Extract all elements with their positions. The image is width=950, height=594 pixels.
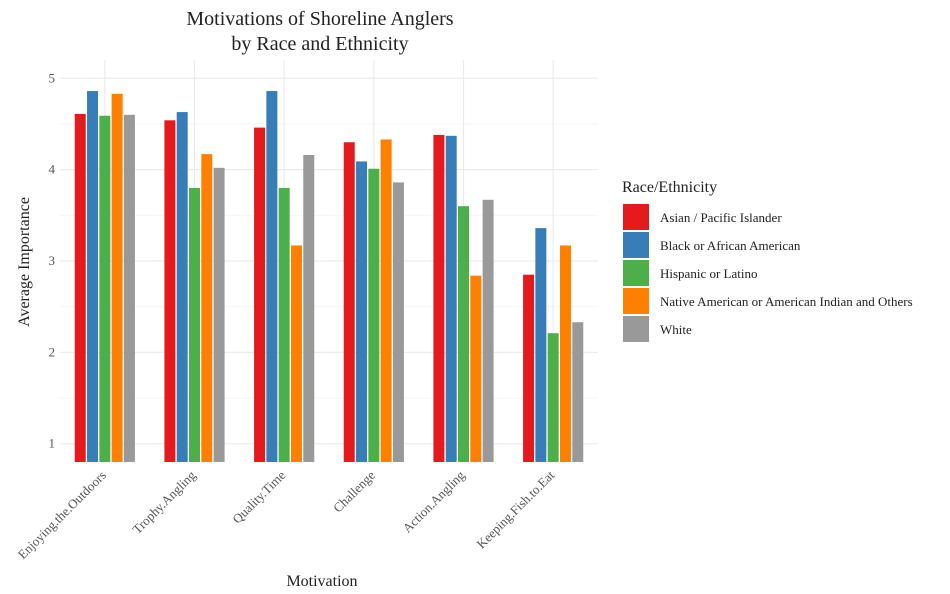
bar xyxy=(368,168,380,463)
x-tick-label: Action.Angling xyxy=(400,467,468,535)
bar xyxy=(380,139,392,462)
bar xyxy=(458,206,469,462)
legend-swatch xyxy=(623,260,649,286)
bar xyxy=(164,120,176,463)
bar xyxy=(547,333,559,462)
legend-label: Black or African American xyxy=(660,238,801,253)
legend-swatch xyxy=(623,232,649,258)
bar xyxy=(213,167,225,463)
bar xyxy=(343,142,355,462)
y-tick-label: 1 xyxy=(49,436,56,451)
legend-swatch xyxy=(623,204,649,230)
bars xyxy=(74,91,584,463)
legend: Race/Ethnicity Asian / Pacific Islander B… xyxy=(622,179,913,342)
x-tick-label: Enjoying.the.Outdoors xyxy=(15,468,109,562)
x-tick-label: Challenge xyxy=(330,467,378,515)
bar xyxy=(572,322,584,462)
legend-label: Asian / Pacific Islander xyxy=(660,210,782,225)
legend-label: White xyxy=(660,322,692,337)
x-tick-label: Quality.Time xyxy=(229,467,288,526)
legend-swatch xyxy=(623,288,649,314)
legend-items: Asian / Pacific Islander Black or African… xyxy=(623,204,913,342)
bar xyxy=(482,199,494,462)
bar xyxy=(290,245,302,462)
bar xyxy=(470,275,482,462)
chart-title-line-2: by Race and Ethnicity xyxy=(231,33,408,55)
bar xyxy=(392,182,404,462)
y-tick-label: 5 xyxy=(49,70,56,85)
bar xyxy=(111,93,123,463)
bar xyxy=(433,134,445,462)
bar xyxy=(523,274,535,462)
bar xyxy=(176,112,188,462)
legend-title: Race/Ethnicity xyxy=(622,179,717,196)
bar xyxy=(445,135,457,462)
bar xyxy=(74,113,86,463)
bar xyxy=(87,91,99,463)
x-axis-title: Motivation xyxy=(286,573,357,590)
bar xyxy=(123,114,135,463)
bar xyxy=(303,155,315,462)
legend-label: Hispanic or Latino xyxy=(660,266,757,281)
bar xyxy=(266,91,278,463)
y-axis-title: Average Importance xyxy=(16,197,33,327)
legend-swatch xyxy=(623,316,649,342)
bar xyxy=(535,228,547,462)
x-axis-ticks: Enjoying.the.Outdoors Trophy.Angling Quali… xyxy=(15,467,558,562)
bar xyxy=(201,154,213,462)
y-tick-label: 4 xyxy=(49,162,56,177)
y-tick-label: 3 xyxy=(49,253,56,268)
x-tick-label: Keeping.Fish.to.Eat xyxy=(473,467,557,551)
bar xyxy=(189,187,200,462)
chart-title-line-1: Motivations of Shoreline Anglers xyxy=(186,8,453,30)
legend-label: Native American or American Indian and O… xyxy=(660,294,913,309)
bar xyxy=(356,161,368,462)
x-tick-label: Trophy.Angling xyxy=(129,467,199,537)
bar xyxy=(99,115,111,463)
bar xyxy=(278,187,290,462)
y-axis-ticks: 1 2 3 4 5 xyxy=(49,70,56,450)
y-tick-label: 2 xyxy=(49,344,56,359)
gridlines xyxy=(60,60,598,462)
bar xyxy=(559,245,571,462)
bar xyxy=(254,127,266,462)
